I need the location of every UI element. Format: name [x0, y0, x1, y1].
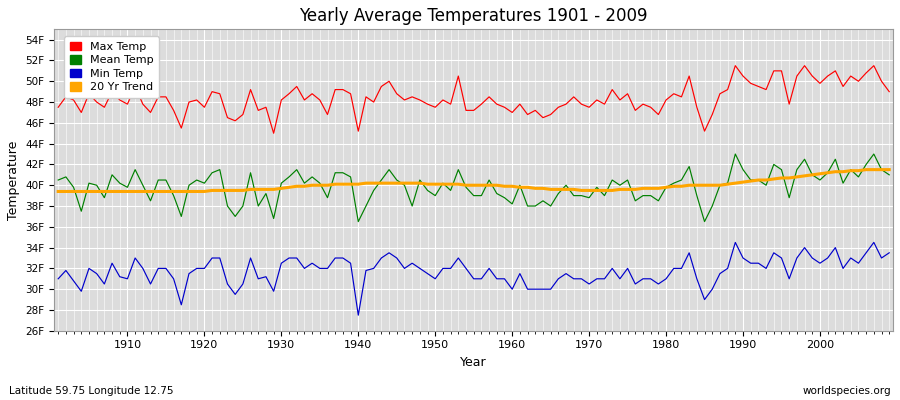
- Legend: Max Temp, Mean Temp, Min Temp, 20 Yr Trend: Max Temp, Mean Temp, Min Temp, 20 Yr Tre…: [64, 36, 158, 98]
- Text: worldspecies.org: worldspecies.org: [803, 386, 891, 396]
- Y-axis label: Temperature: Temperature: [7, 140, 20, 220]
- Text: Latitude 59.75 Longitude 12.75: Latitude 59.75 Longitude 12.75: [9, 386, 174, 396]
- X-axis label: Year: Year: [461, 356, 487, 369]
- Title: Yearly Average Temperatures 1901 - 2009: Yearly Average Temperatures 1901 - 2009: [300, 7, 648, 25]
